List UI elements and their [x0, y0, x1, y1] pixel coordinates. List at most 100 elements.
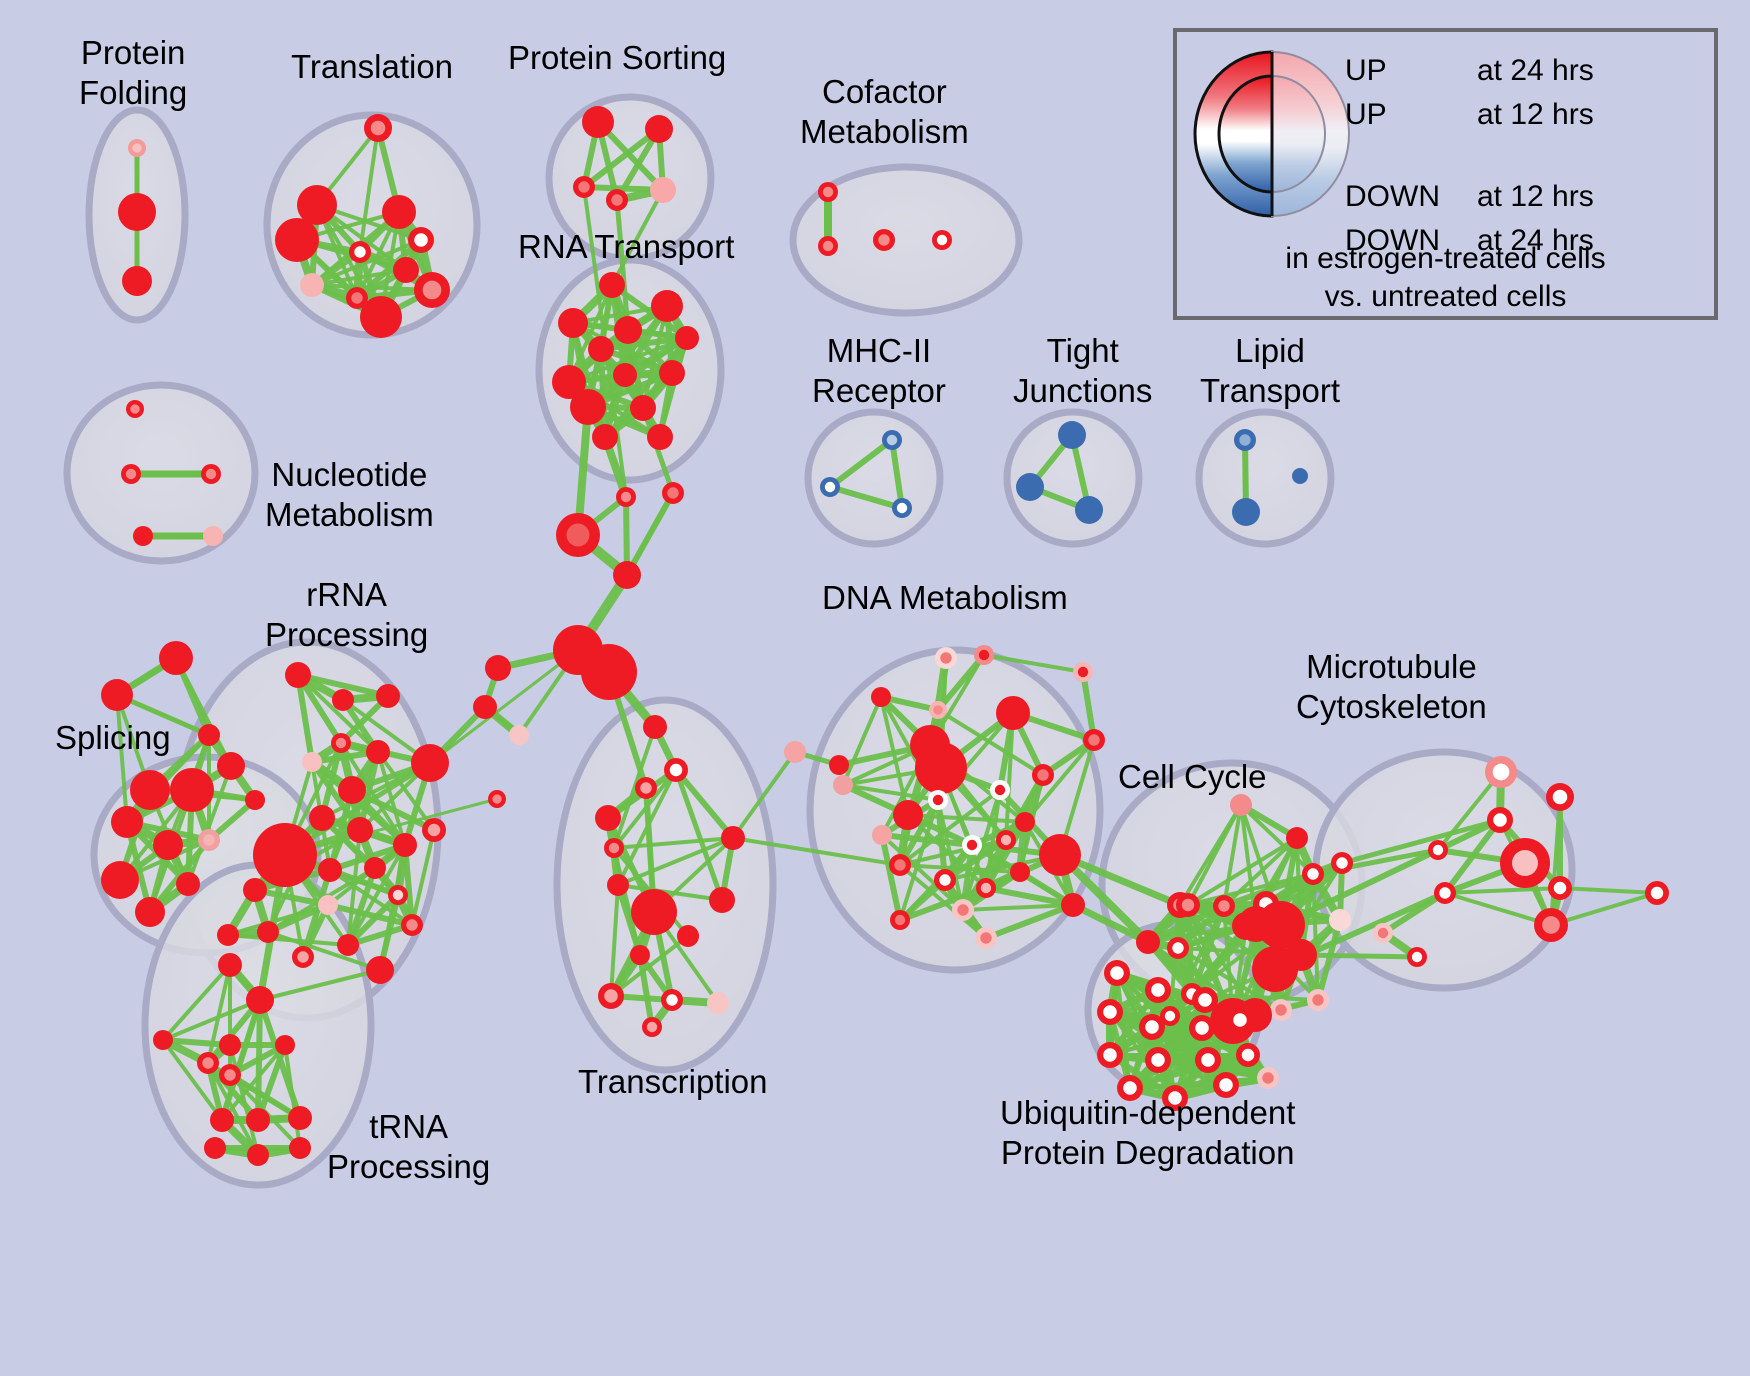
node-outer-ring [247, 1144, 269, 1166]
node-outer-ring [275, 1035, 295, 1055]
node-inner-disc [1439, 887, 1451, 899]
gene-node [599, 272, 625, 298]
network-edge [1298, 952, 1420, 960]
node-outer-ring [651, 290, 683, 322]
node-outer-ring [1039, 834, 1081, 876]
node-outer-ring [203, 526, 223, 546]
legend-timepoint-1: at 12 hrs [1477, 98, 1594, 131]
gene-node [1236, 1043, 1260, 1067]
network-edge [841, 783, 940, 802]
network-edge [1311, 872, 1320, 1002]
node-outer-ring [485, 655, 511, 681]
node-outer-ring [111, 806, 143, 838]
node-inner-disc [1198, 993, 1212, 1007]
network-edge [161, 998, 262, 1042]
node-outer-ring [217, 924, 239, 946]
node-outer-ring [297, 185, 337, 225]
gene-node [975, 927, 997, 949]
gene-node [582, 106, 614, 138]
network-edge [257, 997, 303, 1121]
network-edge [410, 828, 436, 927]
legend-inner-ring [1217, 74, 1326, 194]
gene-node [1434, 882, 1456, 904]
node-inner-disc [1201, 1053, 1215, 1067]
node-outer-ring [204, 1137, 226, 1159]
node-inner-disc [1262, 1072, 1274, 1084]
node-outer-ring [1286, 827, 1308, 849]
gene-node [332, 689, 354, 711]
node-outer-ring [650, 177, 676, 203]
gene-node [309, 805, 335, 831]
gene-node [1176, 893, 1200, 917]
node-outer-ring [1061, 893, 1085, 917]
node-outer-ring [552, 365, 586, 399]
network-edge [252, 887, 331, 908]
node-outer-ring [101, 861, 139, 899]
network-edge [1339, 817, 1503, 866]
node-inner-disc [611, 194, 623, 206]
gene-node [346, 287, 368, 309]
gene-node [651, 290, 683, 322]
node-outer-ring [176, 872, 200, 896]
node-outer-ring [309, 805, 335, 831]
node-outer-ring [871, 687, 891, 707]
network-edge [161, 1038, 224, 1122]
node-outer-ring [318, 858, 342, 882]
gene-node [606, 189, 628, 211]
gene-node [1136, 930, 1160, 954]
node-outer-ring [599, 272, 625, 298]
network-edge [295, 672, 344, 746]
node-outer-ring [210, 1108, 234, 1132]
node-inner-disc [1239, 434, 1251, 446]
network-edge [983, 885, 1076, 908]
gene-node [388, 885, 408, 905]
gene-node [1487, 807, 1513, 833]
network-edge [609, 883, 620, 998]
node-inner-disc [335, 737, 347, 749]
node-inner-disc [824, 481, 836, 493]
node-inner-disc [1110, 966, 1124, 980]
gene-node [473, 695, 497, 719]
node-outer-ring [198, 724, 220, 746]
gene-node [818, 236, 838, 256]
network-edge [325, 902, 415, 928]
node-inner-disc [1336, 857, 1348, 869]
gene-node [122, 266, 152, 296]
cluster-ellipse-tight-junctions [1003, 408, 1143, 548]
node-inner-disc [822, 240, 834, 252]
gene-node [552, 365, 586, 399]
network-edge [1186, 836, 1299, 907]
node-inner-disc [1151, 983, 1165, 997]
node-outer-ring [332, 689, 354, 711]
network-edge [612, 725, 657, 850]
gene-node [962, 835, 982, 855]
gene-node [1010, 862, 1030, 882]
node-inner-disc [1145, 1020, 1159, 1034]
gene-node [246, 986, 274, 1014]
node-inner-disc [1312, 994, 1324, 1006]
node-outer-ring [1292, 468, 1308, 484]
node-outer-ring [592, 424, 618, 450]
node-outer-ring [582, 106, 614, 138]
node-outer-ring [122, 266, 152, 296]
node-outer-ring [1329, 909, 1351, 931]
gene-node [1234, 429, 1256, 451]
gene-node [401, 914, 423, 936]
gene-node [1097, 999, 1123, 1025]
network-edge [206, 1061, 260, 1157]
gene-node [219, 1064, 241, 1086]
gene-node [818, 182, 838, 202]
node-outer-ring [613, 561, 641, 589]
gene-node [288, 1106, 312, 1130]
gene-node [820, 477, 840, 497]
gene-node [126, 400, 144, 418]
network-edge [827, 437, 895, 490]
node-outer-ring [829, 755, 849, 775]
gene-node [509, 725, 529, 745]
gene-node [210, 1108, 234, 1132]
gene-node [833, 775, 853, 795]
network-edge [219, 997, 263, 1123]
gene-node [1058, 421, 1086, 449]
node-inner-disc [1233, 1013, 1247, 1027]
network-edge [1222, 803, 1243, 908]
